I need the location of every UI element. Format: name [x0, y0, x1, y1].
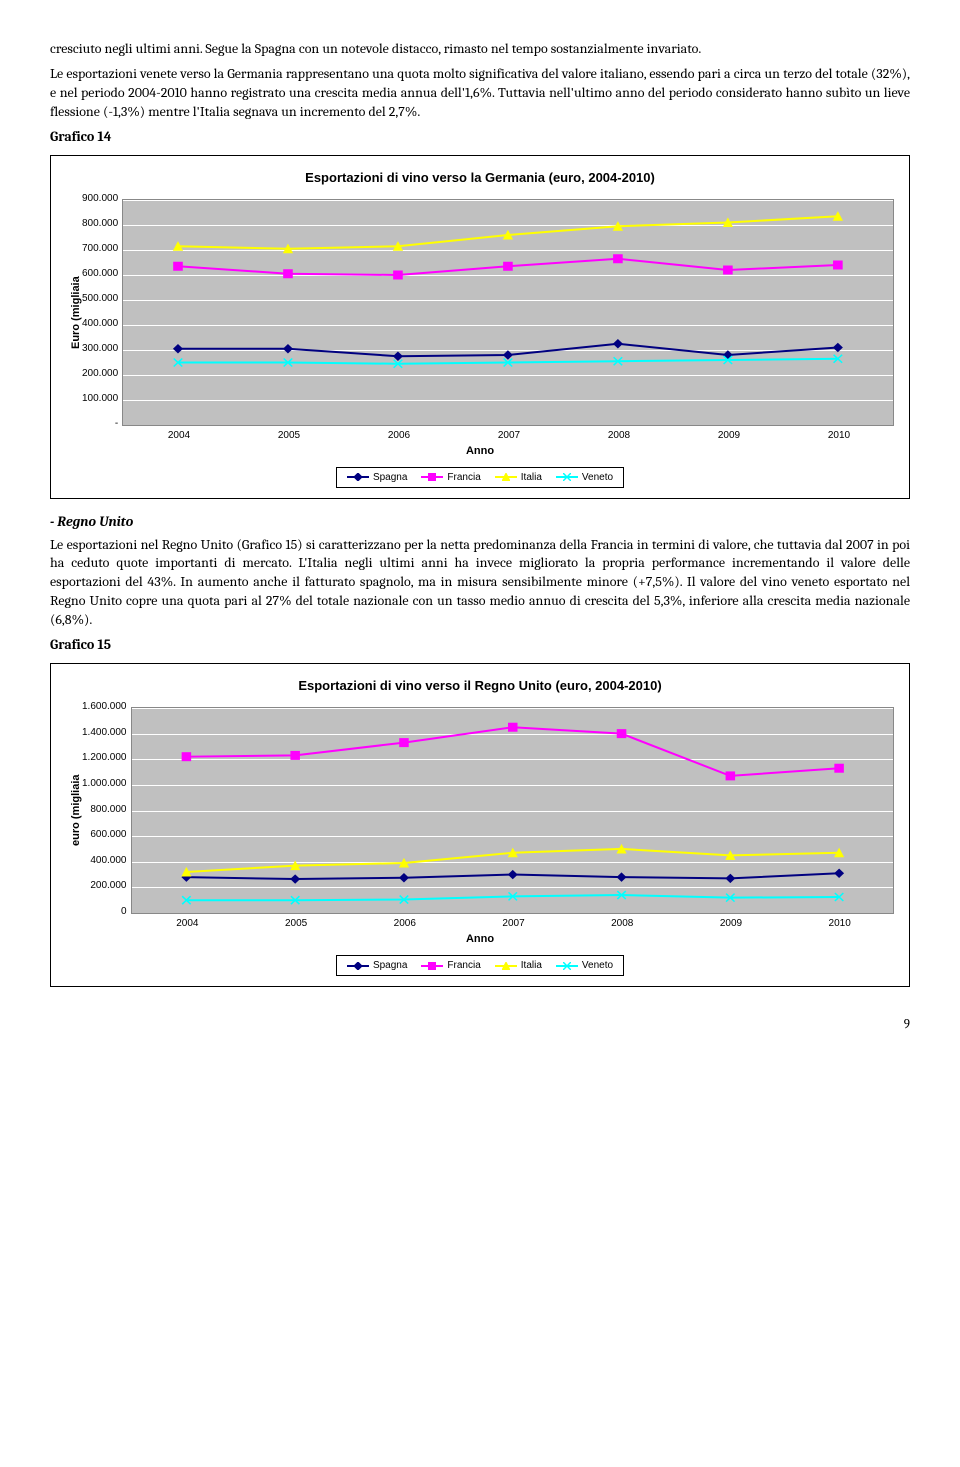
chart-2-plot — [131, 707, 895, 914]
chart-1-plot — [122, 199, 894, 426]
chart-2-xlabel: Anno — [66, 933, 894, 945]
chart-2-yticks: 1.600.0001.400.0001.200.0001.000.000800.… — [82, 707, 131, 912]
chart-2-title: Esportazioni di vino verso il Regno Unit… — [66, 678, 894, 693]
paragraph-2: Le esportazioni venete verso la Germania… — [50, 65, 910, 122]
page-number: 9 — [50, 1017, 910, 1032]
chart-2-frame: Esportazioni di vino verso il Regno Unit… — [50, 663, 910, 987]
chart-1-legend: SpagnaFranciaItaliaVeneto — [66, 467, 894, 488]
grafico-14-heading: Grafico 14 — [50, 128, 910, 145]
regno-unito-heading: - Regno Unito — [50, 513, 910, 530]
chart-1-title: Esportazioni di vino verso la Germania (… — [66, 170, 894, 185]
chart-2-ylabel: euro (migliaia — [66, 707, 82, 914]
chart-2-xticks: 2004200520062007200820092010 — [66, 918, 894, 929]
paragraph-3: Le esportazioni nel Regno Unito (Grafico… — [50, 536, 910, 630]
grafico-15-heading: Grafico 15 — [50, 636, 910, 653]
chart-1-ylabel: Euro (migliaia — [66, 199, 82, 426]
chart-1-xticks: 2004200520062007200820092010 — [66, 430, 894, 441]
chart-1-frame: Esportazioni di vino verso la Germania (… — [50, 155, 910, 499]
chart-1-yticks: 900.000800.000700.000600.000500.000400.0… — [82, 199, 122, 424]
chart-2-legend: SpagnaFranciaItaliaVeneto — [66, 955, 894, 976]
paragraph-1: cresciuto negli ultimi anni. Segue la Sp… — [50, 40, 910, 59]
chart-1-xlabel: Anno — [66, 445, 894, 457]
